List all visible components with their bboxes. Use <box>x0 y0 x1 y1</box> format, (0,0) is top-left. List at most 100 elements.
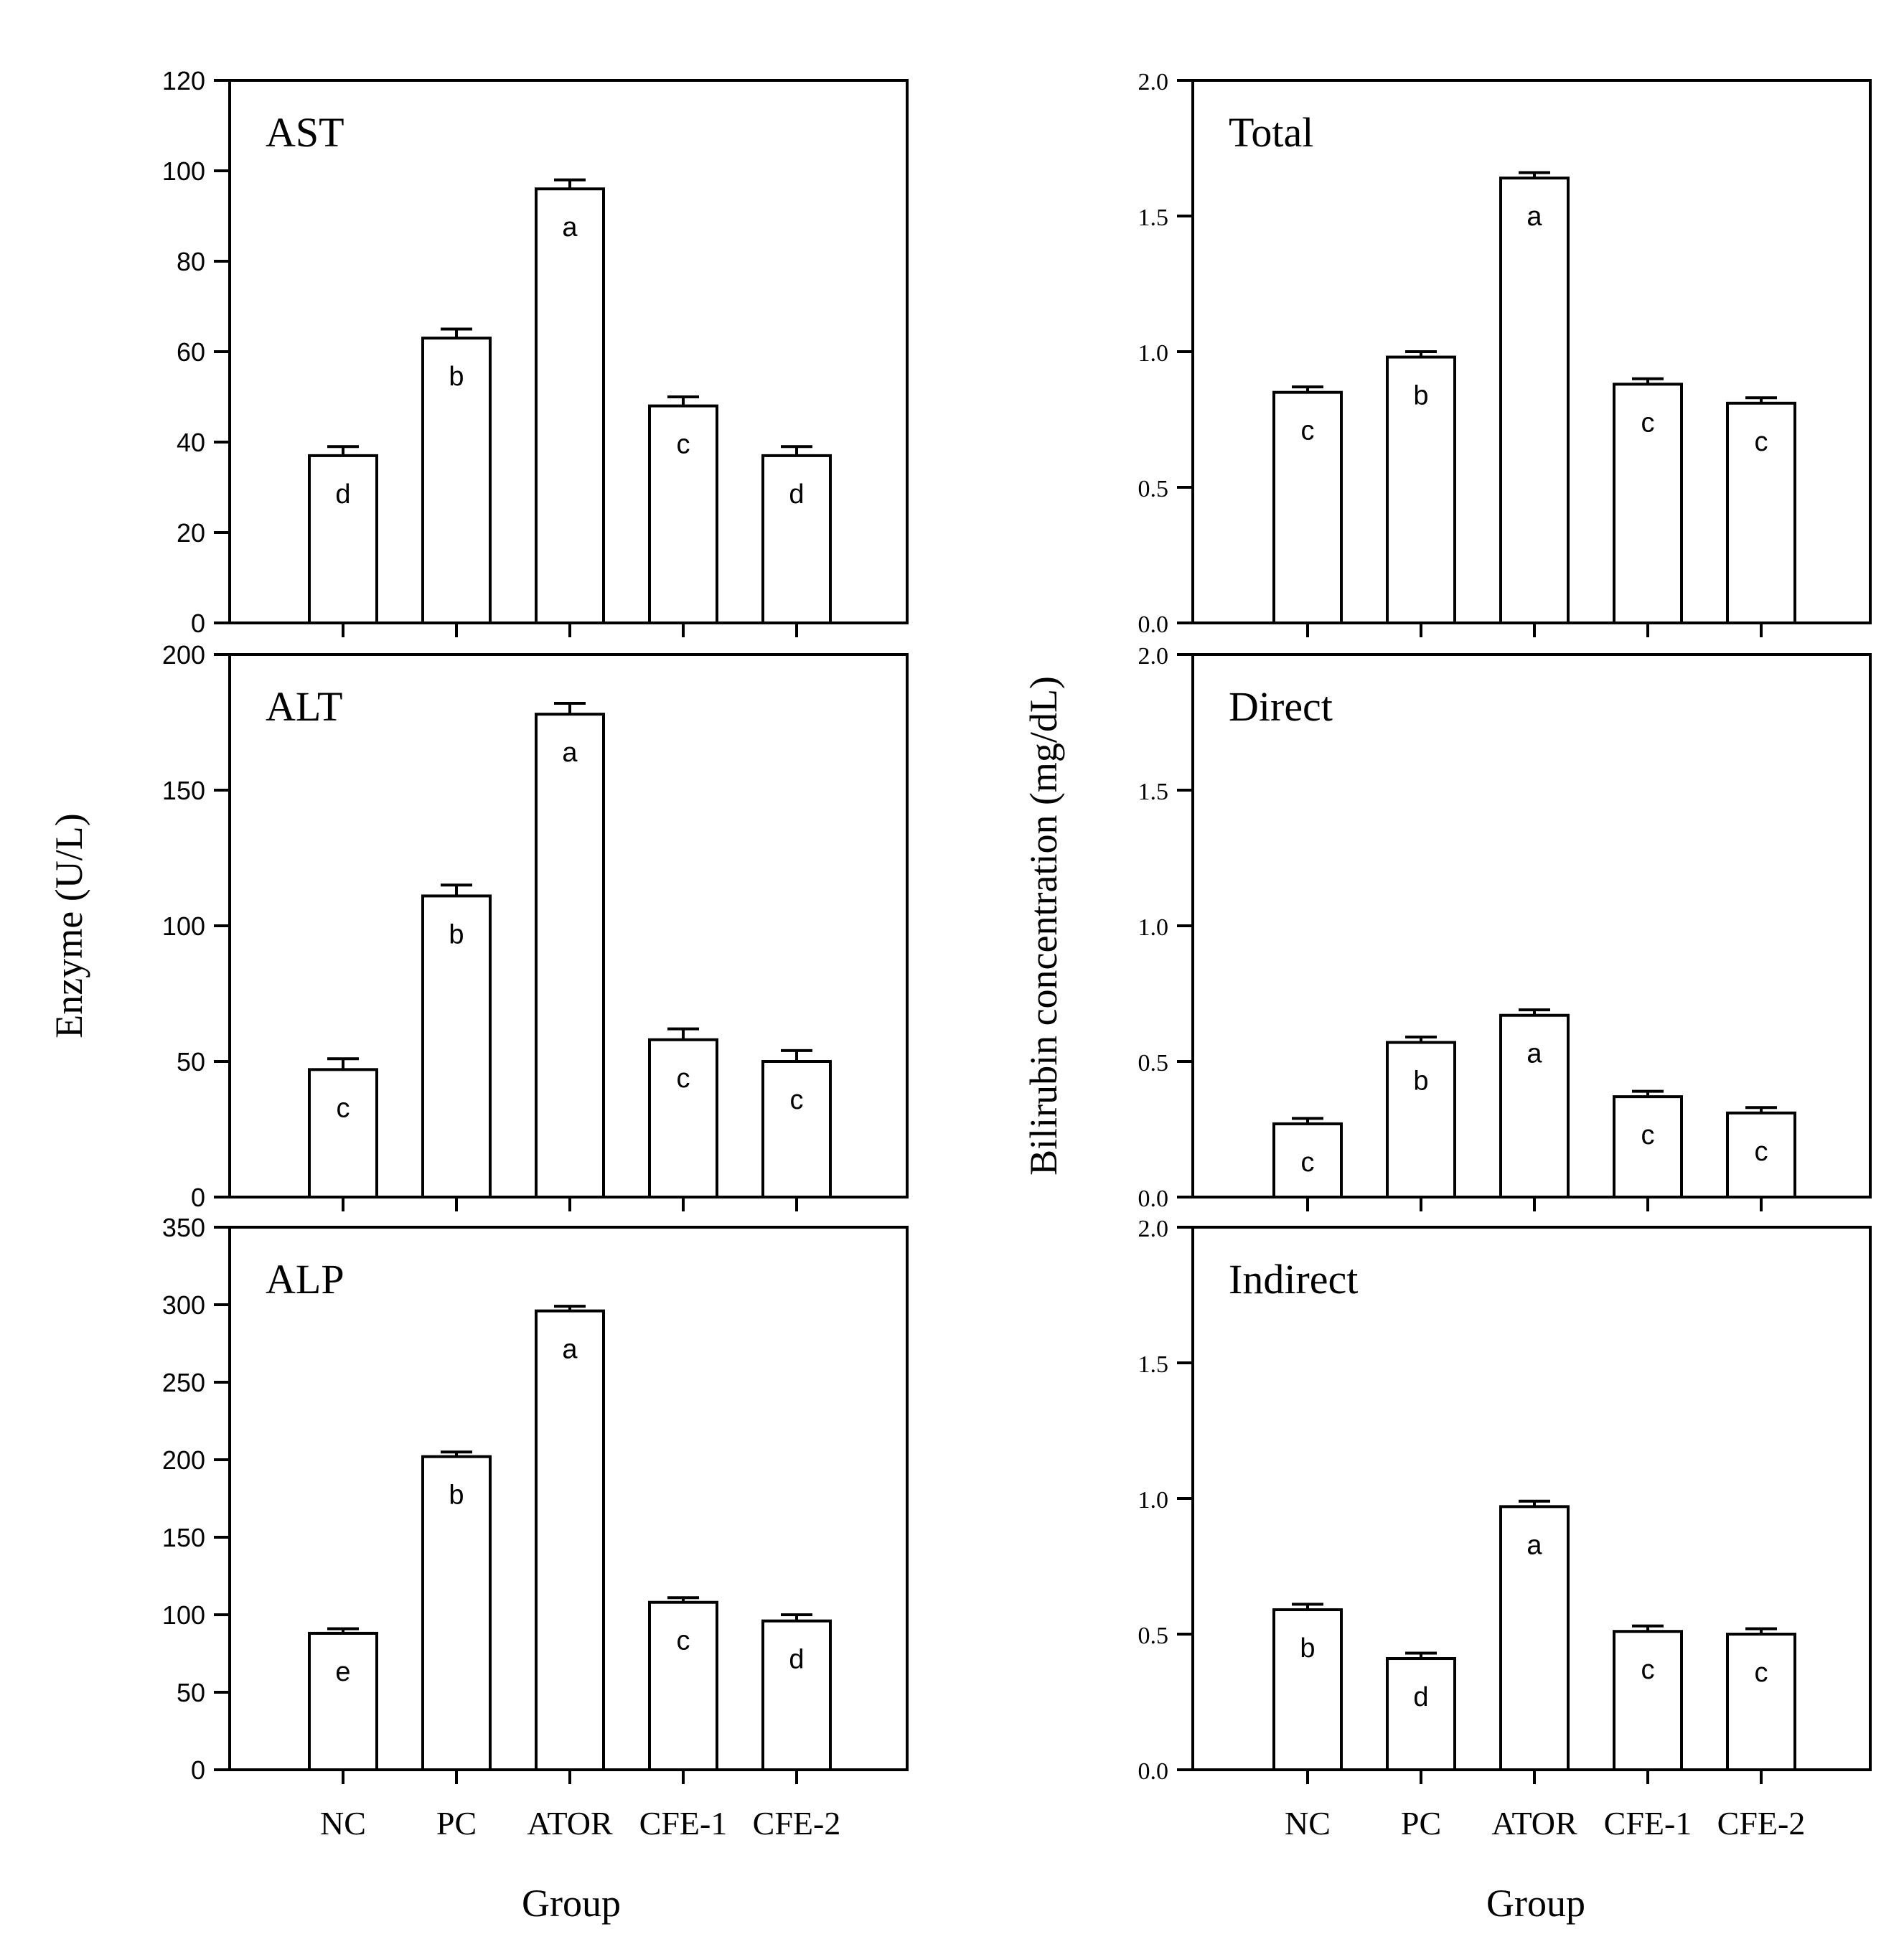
bar-indirect-pc <box>1386 1657 1456 1772</box>
significance-letter-total-nc: c <box>1301 416 1315 446</box>
y-tick-label-alp-1: 50 <box>177 1678 205 1707</box>
panel-direct: 0.0 0.5 1.0 1.5 2.0 c b a c c Direct <box>1138 643 1872 1212</box>
bar-alp-ator <box>535 1309 605 1771</box>
left-x-axis-label: Group <box>522 1882 621 1925</box>
significance-letter-indirect-cfe-1: c <box>1641 1655 1655 1685</box>
significance-letter-alt-cfe-1: c <box>677 1064 690 1094</box>
significance-letter-direct-cfe-2: c <box>1755 1137 1768 1167</box>
y-tick-label-ast-3: 60 <box>177 337 205 367</box>
significance-letter-total-cfe-1: c <box>1641 408 1655 438</box>
bar-alp-cfe-1 <box>648 1600 718 1771</box>
y-tick-label-direct-2: 1.0 <box>1138 914 1169 941</box>
bar-ast-cfe-2 <box>761 454 832 625</box>
right-y-axis-label: Bilirubin concentration (mg/dL) <box>1022 676 1065 1176</box>
significance-letter-alp-cfe-1: c <box>677 1626 690 1656</box>
significance-letter-alt-ator: a <box>562 738 578 768</box>
significance-letter-total-ator: a <box>1527 202 1542 232</box>
y-tick-label-alt-1: 50 <box>177 1047 205 1076</box>
category-label-alp-cfe-2: CFE-2 <box>753 1805 841 1842</box>
panel-alt: 0 50 100 150 200 c b a c c ALT <box>162 640 909 1212</box>
significance-letter-indirect-ator: a <box>1527 1530 1542 1560</box>
y-tick-label-indirect-0: 0.0 <box>1138 1758 1169 1785</box>
panel-alp: 0 50 100 150 200 250 300 350 e b a c d ALP NC PC ATOR CFE… <box>162 1213 909 1842</box>
bar-indirect-cfe-1 <box>1613 1630 1683 1771</box>
bar-total-pc <box>1386 355 1456 624</box>
significance-letter-alt-nc: c <box>337 1093 350 1123</box>
panel-title-total: Total <box>1229 109 1313 156</box>
panel-title-alp: ALP <box>266 1256 344 1303</box>
y-tick-label-total-1: 0.5 <box>1138 476 1169 502</box>
y-tick-label-direct-1: 0.5 <box>1138 1050 1169 1076</box>
bar-ast-pc <box>421 337 492 624</box>
y-tick-label-alp-3: 150 <box>162 1523 205 1552</box>
significance-letter-direct-ator: a <box>1527 1039 1542 1069</box>
category-label-indirect-cfe-2: CFE-2 <box>1717 1805 1806 1842</box>
y-tick-label-alt-0: 0 <box>191 1183 205 1212</box>
bar-alp-cfe-2 <box>761 1619 832 1771</box>
y-tick-label-ast-0: 0 <box>191 609 205 638</box>
significance-letter-ast-cfe-1: c <box>677 430 690 460</box>
y-tick-label-alp-4: 200 <box>162 1445 205 1475</box>
y-tick-label-alt-2: 100 <box>162 911 205 941</box>
bar-direct-ator <box>1499 1013 1570 1198</box>
bar-alt-ator <box>535 713 605 1198</box>
significance-letter-total-cfe-2: c <box>1755 427 1768 457</box>
bar-indirect-ator <box>1499 1505 1570 1772</box>
y-tick-label-total-3: 1.5 <box>1138 205 1169 231</box>
panel-title-alt: ALT <box>266 683 342 730</box>
bar-ast-ator <box>535 187 605 624</box>
y-tick-label-indirect-2: 1.0 <box>1138 1487 1169 1514</box>
significance-letter-ast-pc: b <box>449 362 464 392</box>
category-label-indirect-cfe-1: CFE-1 <box>1604 1805 1692 1842</box>
bar-alp-nc <box>308 1631 378 1771</box>
y-tick-label-alt-4: 200 <box>162 640 205 670</box>
bar-total-ator <box>1499 177 1570 624</box>
y-tick-label-ast-1: 20 <box>177 518 205 548</box>
panel-ast: 0 20 40 60 80 100 120 d b a c d AST <box>162 66 909 638</box>
bar-ast-cfe-1 <box>648 404 718 624</box>
significance-letter-alp-ator: a <box>562 1335 578 1365</box>
category-label-alp-ator: ATOR <box>527 1805 613 1842</box>
right-x-axis-label: Group <box>1486 1882 1585 1925</box>
significance-letter-total-pc: b <box>1413 381 1428 411</box>
panel-indirect: 0.0 0.5 1.0 1.5 2.0 b d a c c Indirect NC PC ATOR CFE-… <box>1138 1216 1872 1842</box>
significance-letter-ast-ator: a <box>562 212 578 243</box>
significance-letter-ast-cfe-2: d <box>789 479 804 510</box>
y-tick-label-ast-4: 80 <box>177 247 205 276</box>
left-y-axis-label: Enzyme (U/L) <box>47 813 90 1038</box>
significance-letter-alt-pc: b <box>449 919 464 949</box>
panel-title-direct: Direct <box>1229 683 1333 730</box>
category-label-alp-nc: NC <box>320 1805 366 1842</box>
y-tick-label-direct-4: 2.0 <box>1138 643 1169 670</box>
panel-layer: 0 20 40 60 80 100 120 d b a c d AST 0 50 100 150 200 c b a c c… <box>162 66 1872 1842</box>
y-tick-label-alp-5: 250 <box>162 1368 205 1397</box>
y-tick-label-direct-0: 0.0 <box>1138 1186 1169 1212</box>
y-tick-label-alp-7: 350 <box>162 1213 205 1242</box>
panel-title-ast: AST <box>266 109 344 156</box>
bar-indirect-cfe-2 <box>1726 1633 1796 1771</box>
category-label-indirect-nc: NC <box>1285 1805 1331 1842</box>
y-tick-label-indirect-4: 2.0 <box>1138 1216 1169 1242</box>
significance-letter-alp-cfe-2: d <box>789 1645 804 1675</box>
significance-letter-indirect-nc: b <box>1300 1633 1315 1664</box>
bar-ast-nc <box>308 454 378 625</box>
significance-letter-direct-cfe-1: c <box>1641 1120 1655 1150</box>
y-tick-label-indirect-1: 0.5 <box>1138 1623 1169 1649</box>
y-tick-label-alp-6: 300 <box>162 1290 205 1320</box>
significance-letter-indirect-pc: d <box>1413 1682 1428 1712</box>
y-tick-label-alt-3: 150 <box>162 776 205 805</box>
y-tick-label-alp-0: 0 <box>191 1755 205 1785</box>
bar-alt-cfe-2 <box>761 1060 832 1198</box>
bar-alt-cfe-1 <box>648 1038 718 1199</box>
y-tick-label-indirect-3: 1.5 <box>1138 1351 1169 1378</box>
significance-letter-alp-nc: e <box>335 1657 350 1687</box>
panel-title-indirect: Indirect <box>1229 1256 1358 1303</box>
category-label-indirect-pc: PC <box>1401 1805 1441 1842</box>
bar-direct-nc <box>1272 1122 1343 1198</box>
bar-alt-nc <box>308 1068 378 1198</box>
category-label-alp-cfe-1: CFE-1 <box>639 1805 728 1842</box>
y-tick-label-total-4: 2.0 <box>1138 69 1169 95</box>
bar-alt-pc <box>421 894 492 1199</box>
